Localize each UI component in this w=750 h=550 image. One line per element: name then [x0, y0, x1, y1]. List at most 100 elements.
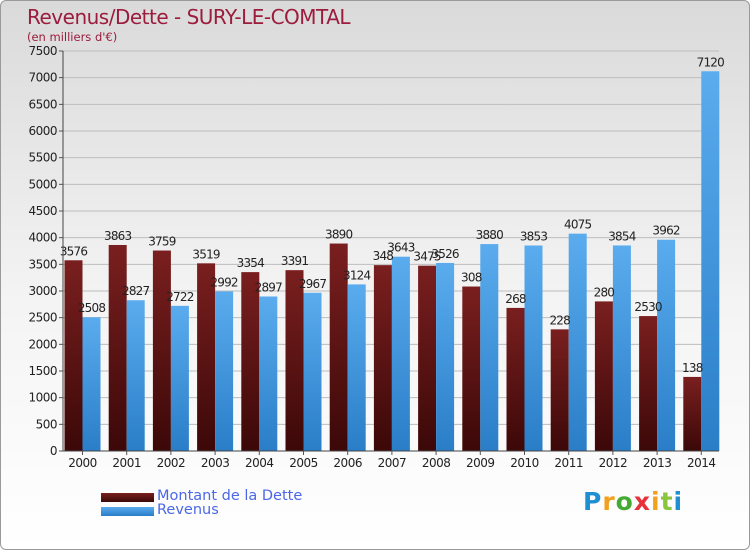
data-label-debt: 3759 — [148, 235, 176, 249]
y-tick-label: 7000 — [28, 71, 57, 85]
bar-revenue — [436, 262, 455, 451]
chart-subtitle: (en milliers d'€) — [27, 30, 118, 44]
legend-label-debt: Montant de la Dette — [157, 488, 303, 504]
logo-letter: i — [651, 487, 661, 516]
chart-title: Revenus/Dette - SURY-LE-COMTAL — [27, 5, 351, 29]
data-label-revenue: 2508 — [78, 301, 106, 315]
x-tick-label: 2005 — [289, 456, 318, 470]
bar-debt — [108, 244, 127, 451]
data-label-revenue: 7120 — [697, 55, 725, 69]
bar-revenue — [524, 245, 543, 451]
logo-letter: r — [602, 487, 616, 516]
bar-revenue — [303, 292, 322, 451]
bar-debt — [506, 307, 525, 451]
data-label-revenue: 2897 — [255, 280, 283, 294]
x-tick-label: 2002 — [157, 456, 186, 470]
bar-revenue — [259, 296, 278, 451]
logo-letter: t — [660, 487, 674, 516]
bar-revenue — [82, 317, 101, 451]
data-label-debt: 3576 — [60, 244, 88, 258]
bar-revenue — [701, 71, 720, 452]
y-tick-label: 500 — [36, 417, 57, 431]
data-label-revenue: 3643 — [387, 241, 415, 255]
data-label-revenue: 3124 — [343, 268, 371, 282]
y-tick-label: 1500 — [28, 364, 57, 378]
bar-layer — [64, 71, 720, 452]
data-label-debt: 3519 — [192, 247, 220, 261]
y-tick-label: 6500 — [28, 97, 57, 111]
data-label-debt: 268 — [505, 292, 526, 306]
bar-debt — [462, 286, 481, 451]
y-tick-label: 3000 — [28, 284, 57, 298]
x-tick-label: 2006 — [333, 456, 362, 470]
data-label-revenue: 4075 — [564, 218, 592, 232]
data-label-debt: 3354 — [237, 256, 265, 270]
bar-revenue — [391, 256, 410, 451]
y-tick-label: 6000 — [28, 124, 57, 138]
bar-revenue — [215, 291, 234, 451]
bar-revenue — [480, 244, 499, 451]
y-tick-label: 3500 — [28, 257, 57, 271]
legend-swatch-debt — [101, 493, 154, 502]
axis-layer: 0 500 1000 1500 2000 2500 3000 3500 4000 4500 5000… — [28, 44, 719, 470]
data-label-revenue: 2967 — [299, 277, 327, 291]
data-label-debt: 228 — [549, 313, 570, 327]
legend-label-revenue: Revenus — [157, 502, 219, 518]
x-tick-label: 2004 — [245, 456, 274, 470]
x-tick-label: 2010 — [510, 456, 539, 470]
bar-debt — [594, 301, 613, 451]
bar-revenue — [170, 305, 189, 451]
bar-debt — [418, 265, 437, 451]
x-tick-label: 2009 — [466, 456, 495, 470]
legend-swatch-revenue — [101, 507, 154, 516]
x-tick-label: 2013 — [643, 456, 672, 470]
y-tick-label: 1000 — [28, 391, 57, 405]
bar-debt — [329, 243, 348, 451]
data-label-revenue: 3880 — [476, 228, 504, 242]
y-tick-label: 0 — [50, 444, 57, 458]
data-label-debt: 3475 — [413, 250, 441, 264]
data-label-debt: 3890 — [325, 228, 353, 242]
x-tick-label: 2000 — [68, 456, 97, 470]
data-label-revenue: 3962 — [652, 224, 680, 238]
data-label-debt: 348 — [373, 249, 394, 263]
y-tick-label: 2500 — [28, 311, 57, 325]
x-tick-label: 2007 — [378, 456, 407, 470]
x-tick-label: 2001 — [112, 456, 141, 470]
bar-debt — [683, 376, 702, 451]
x-tick-label: 2014 — [687, 456, 716, 470]
x-tick-label: 2011 — [554, 456, 583, 470]
proxiti-logo: Proxiti — [583, 487, 683, 516]
logo-letter: o — [615, 487, 634, 516]
y-tick-label: 7500 — [28, 44, 57, 58]
data-label-revenue: 3854 — [608, 229, 636, 243]
data-label-revenue: 2722 — [166, 290, 194, 304]
bar-revenue — [568, 233, 587, 451]
x-tick-label: 2008 — [422, 456, 451, 470]
bar-revenue — [612, 245, 631, 451]
data-label-debt: 2530 — [634, 300, 662, 314]
logo-letter: x — [633, 487, 651, 516]
bar-revenue — [126, 300, 145, 451]
y-tick-label: 5000 — [28, 177, 57, 191]
bar-debt — [639, 316, 658, 451]
data-label-debt: 280 — [594, 285, 615, 299]
bar-debt — [285, 270, 304, 451]
data-label-debt: 138 — [682, 361, 703, 375]
bar-revenue — [657, 239, 676, 451]
bar-debt — [152, 250, 171, 451]
data-label-layer: 3576 2508 3863 2827 3759 2722 3519 2992 3354 2897… — [60, 55, 725, 375]
data-label-debt: 3391 — [281, 254, 309, 268]
data-label-revenue: 2827 — [122, 284, 150, 298]
bar-revenue — [347, 284, 366, 451]
data-label-revenue: 3853 — [520, 230, 548, 244]
data-label-debt: 3863 — [104, 229, 132, 243]
x-tick-label: 2003 — [201, 456, 230, 470]
data-label-revenue: 3526 — [431, 247, 459, 261]
bar-debt — [197, 263, 216, 451]
y-tick-label: 2000 — [28, 337, 57, 351]
data-label-debt: 308 — [461, 271, 482, 285]
bar-debt — [373, 265, 392, 451]
